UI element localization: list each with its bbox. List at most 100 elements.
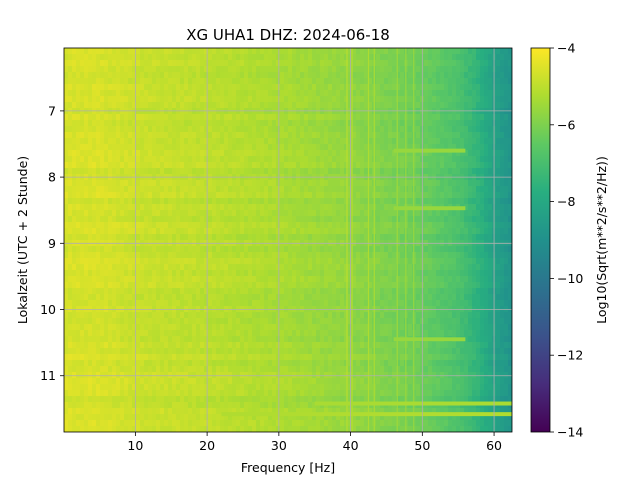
heatmap-cell — [500, 282, 505, 289]
heatmap-cell — [164, 54, 169, 61]
heatmap-cell — [216, 222, 221, 229]
heatmap-cell — [244, 180, 249, 187]
heatmap-cell — [392, 126, 397, 133]
heatmap-cell — [248, 96, 253, 103]
heatmap-cell — [384, 276, 389, 283]
heatmap-cell — [232, 114, 237, 121]
heatmap-cell — [340, 228, 345, 235]
heatmap-cell — [264, 186, 269, 193]
heatmap-cell — [480, 168, 485, 175]
heatmap-cell — [460, 90, 465, 97]
heatmap-cell — [504, 60, 509, 67]
heatmap-cell — [68, 180, 73, 187]
heatmap-cell — [444, 282, 449, 289]
heatmap-cell — [136, 132, 141, 139]
heatmap-cell — [196, 252, 201, 259]
heatmap-cell — [424, 78, 429, 85]
heatmap-cell — [172, 312, 177, 319]
heatmap-cell — [232, 198, 237, 205]
heatmap-cell — [344, 120, 349, 127]
heatmap-cell — [452, 300, 457, 307]
heatmap-cell — [168, 72, 173, 79]
heatmap-cell — [456, 60, 461, 67]
heatmap-cell — [316, 258, 321, 265]
heatmap-cell — [144, 216, 149, 223]
heatmap-cell — [148, 276, 153, 283]
heatmap-cell — [88, 78, 93, 85]
heatmap-cell — [184, 114, 189, 121]
heatmap-cell — [112, 120, 117, 127]
heatmap-cell — [256, 186, 261, 193]
heatmap-cell — [240, 150, 245, 157]
heatmap-cell — [268, 210, 273, 217]
heatmap-cell — [272, 102, 277, 109]
heatmap-cell — [220, 96, 225, 103]
heatmap-cell — [416, 84, 421, 91]
heatmap-cell — [196, 186, 201, 193]
heatmap-cell — [352, 150, 357, 157]
heatmap-cell — [444, 60, 449, 67]
heatmap-cell — [424, 84, 429, 91]
heatmap-cell — [368, 180, 373, 187]
heatmap-cell — [336, 210, 341, 217]
heatmap-cell — [80, 276, 85, 283]
heatmap-cell — [152, 90, 157, 97]
heatmap-cell — [296, 276, 301, 283]
heatmap-cell — [112, 228, 117, 235]
heatmap-cell — [500, 78, 505, 85]
heatmap-cell — [92, 60, 97, 67]
heatmap-cell — [284, 150, 289, 157]
heatmap-cell — [364, 60, 369, 67]
heatmap-cell — [108, 138, 113, 145]
heatmap-cell — [248, 132, 253, 139]
heatmap-cell — [276, 120, 281, 127]
heatmap-cell — [396, 102, 401, 109]
heatmap-cell — [220, 210, 225, 217]
heatmap-cell — [496, 288, 501, 295]
heatmap-cell — [156, 228, 161, 235]
heatmap-cell — [324, 288, 329, 295]
heatmap-cell — [364, 150, 369, 157]
heatmap-cell — [396, 216, 401, 223]
heatmap-cell — [192, 204, 197, 211]
heatmap-cell — [312, 90, 317, 97]
heatmap-cell — [308, 300, 313, 307]
heatmap-cell — [360, 270, 365, 277]
heatmap-cell — [360, 180, 365, 187]
heatmap-cell — [352, 252, 357, 259]
heatmap-cell — [164, 264, 169, 271]
heatmap-cell — [440, 126, 445, 133]
heatmap-cell — [64, 216, 69, 223]
heatmap-cell — [288, 126, 293, 133]
heatmap-cell — [316, 312, 321, 319]
heatmap-cell — [444, 246, 449, 253]
heatmap-cell — [280, 300, 285, 307]
heatmap-cell — [472, 258, 477, 265]
heatmap-cell — [376, 78, 381, 85]
heatmap-cell — [212, 276, 217, 283]
heatmap-cell — [416, 168, 421, 175]
heatmap-cell — [124, 228, 129, 235]
heatmap-cell — [500, 90, 505, 97]
heatmap-cell — [260, 66, 265, 73]
heatmap-cell — [360, 72, 365, 79]
heatmap-cell — [192, 72, 197, 79]
heatmap-cell — [144, 180, 149, 187]
heatmap-cell — [472, 222, 477, 229]
heatmap-cell — [396, 120, 401, 127]
heatmap-cell — [288, 150, 293, 157]
heatmap-cell — [240, 186, 245, 193]
heatmap-cell — [324, 216, 329, 223]
heatmap-cell — [132, 294, 137, 301]
heatmap-cell — [476, 96, 481, 103]
heatmap-cell — [392, 192, 397, 199]
heatmap-cell — [164, 216, 169, 223]
heatmap-cell — [244, 210, 249, 217]
heatmap-cell — [76, 264, 81, 271]
heatmap-cell — [328, 222, 333, 229]
heatmap-cell — [380, 294, 385, 301]
heatmap-cell — [468, 150, 473, 157]
heatmap-cell — [144, 192, 149, 199]
heatmap-cell — [264, 300, 269, 307]
heatmap-cell — [248, 234, 253, 241]
